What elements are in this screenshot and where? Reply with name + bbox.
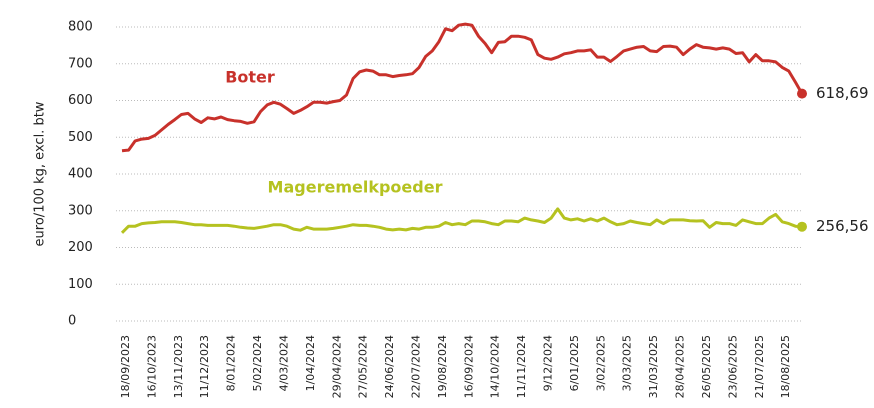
- x-tick-label: 27/05/2024: [357, 335, 370, 398]
- x-tick-label: 26/05/2025: [700, 335, 713, 398]
- x-tick-label: 9/12/2024: [542, 335, 555, 391]
- x-tick-label: 31/03/2025: [647, 335, 660, 398]
- x-tick-label: 18/08/2025: [779, 335, 792, 398]
- y-tick-label: 700: [68, 56, 93, 71]
- series-label: Mageremelkpoeder: [268, 178, 443, 197]
- x-tick-label: 3/02/2025: [594, 335, 607, 391]
- x-tick-label: 22/07/2024: [409, 335, 422, 398]
- x-tick-label: 1/04/2024: [304, 335, 317, 391]
- series-line: [121, 22, 804, 153]
- y-tick-label: 500: [68, 130, 93, 145]
- end-value-label: 618,69: [816, 84, 869, 102]
- x-tick-label: 16/09/2024: [462, 335, 475, 398]
- x-tick-label: 19/08/2024: [436, 335, 449, 398]
- x-tick-label: 5/02/2024: [251, 335, 264, 391]
- x-tick-label: 28/04/2025: [674, 335, 687, 398]
- x-tick-label: 16/10/2023: [145, 335, 158, 398]
- x-tick-label: 23/06/2025: [726, 335, 739, 398]
- y-axis-label: euro/100 kg, excl. btw: [33, 101, 48, 246]
- y-tick-label: 800: [68, 20, 93, 35]
- x-tick-label: 29/04/2024: [330, 335, 343, 398]
- y-tick-label: 200: [68, 240, 93, 255]
- x-tick-label: 21/07/2025: [753, 335, 766, 398]
- x-tick-label: 24/06/2024: [383, 335, 396, 398]
- y-tick-label: 300: [68, 203, 93, 218]
- series-line: [120, 207, 803, 234]
- end-point: [797, 221, 807, 232]
- x-tick-label: 6/01/2025: [568, 335, 581, 391]
- x-tick-label: 4/03/2024: [277, 335, 290, 391]
- x-tick-label: 11/11/2024: [515, 335, 528, 398]
- x-tick-label: 11/12/2023: [198, 335, 211, 398]
- x-tick-label: 8/01/2024: [225, 335, 238, 391]
- series-label: Boter: [225, 68, 275, 87]
- x-tick-label: 14/10/2024: [489, 335, 502, 398]
- end-value-label: 256,56: [816, 217, 869, 235]
- y-tick-label: 400: [68, 167, 93, 182]
- x-tick-label: 18/09/2023: [119, 335, 132, 398]
- end-point: [797, 88, 807, 99]
- x-tick-label: 13/11/2023: [172, 335, 185, 398]
- y-tick-label: 0: [68, 314, 76, 329]
- x-tick-label: 3/03/2025: [621, 335, 634, 391]
- y-tick-label: 600: [68, 93, 93, 108]
- y-tick-label: 100: [68, 277, 93, 292]
